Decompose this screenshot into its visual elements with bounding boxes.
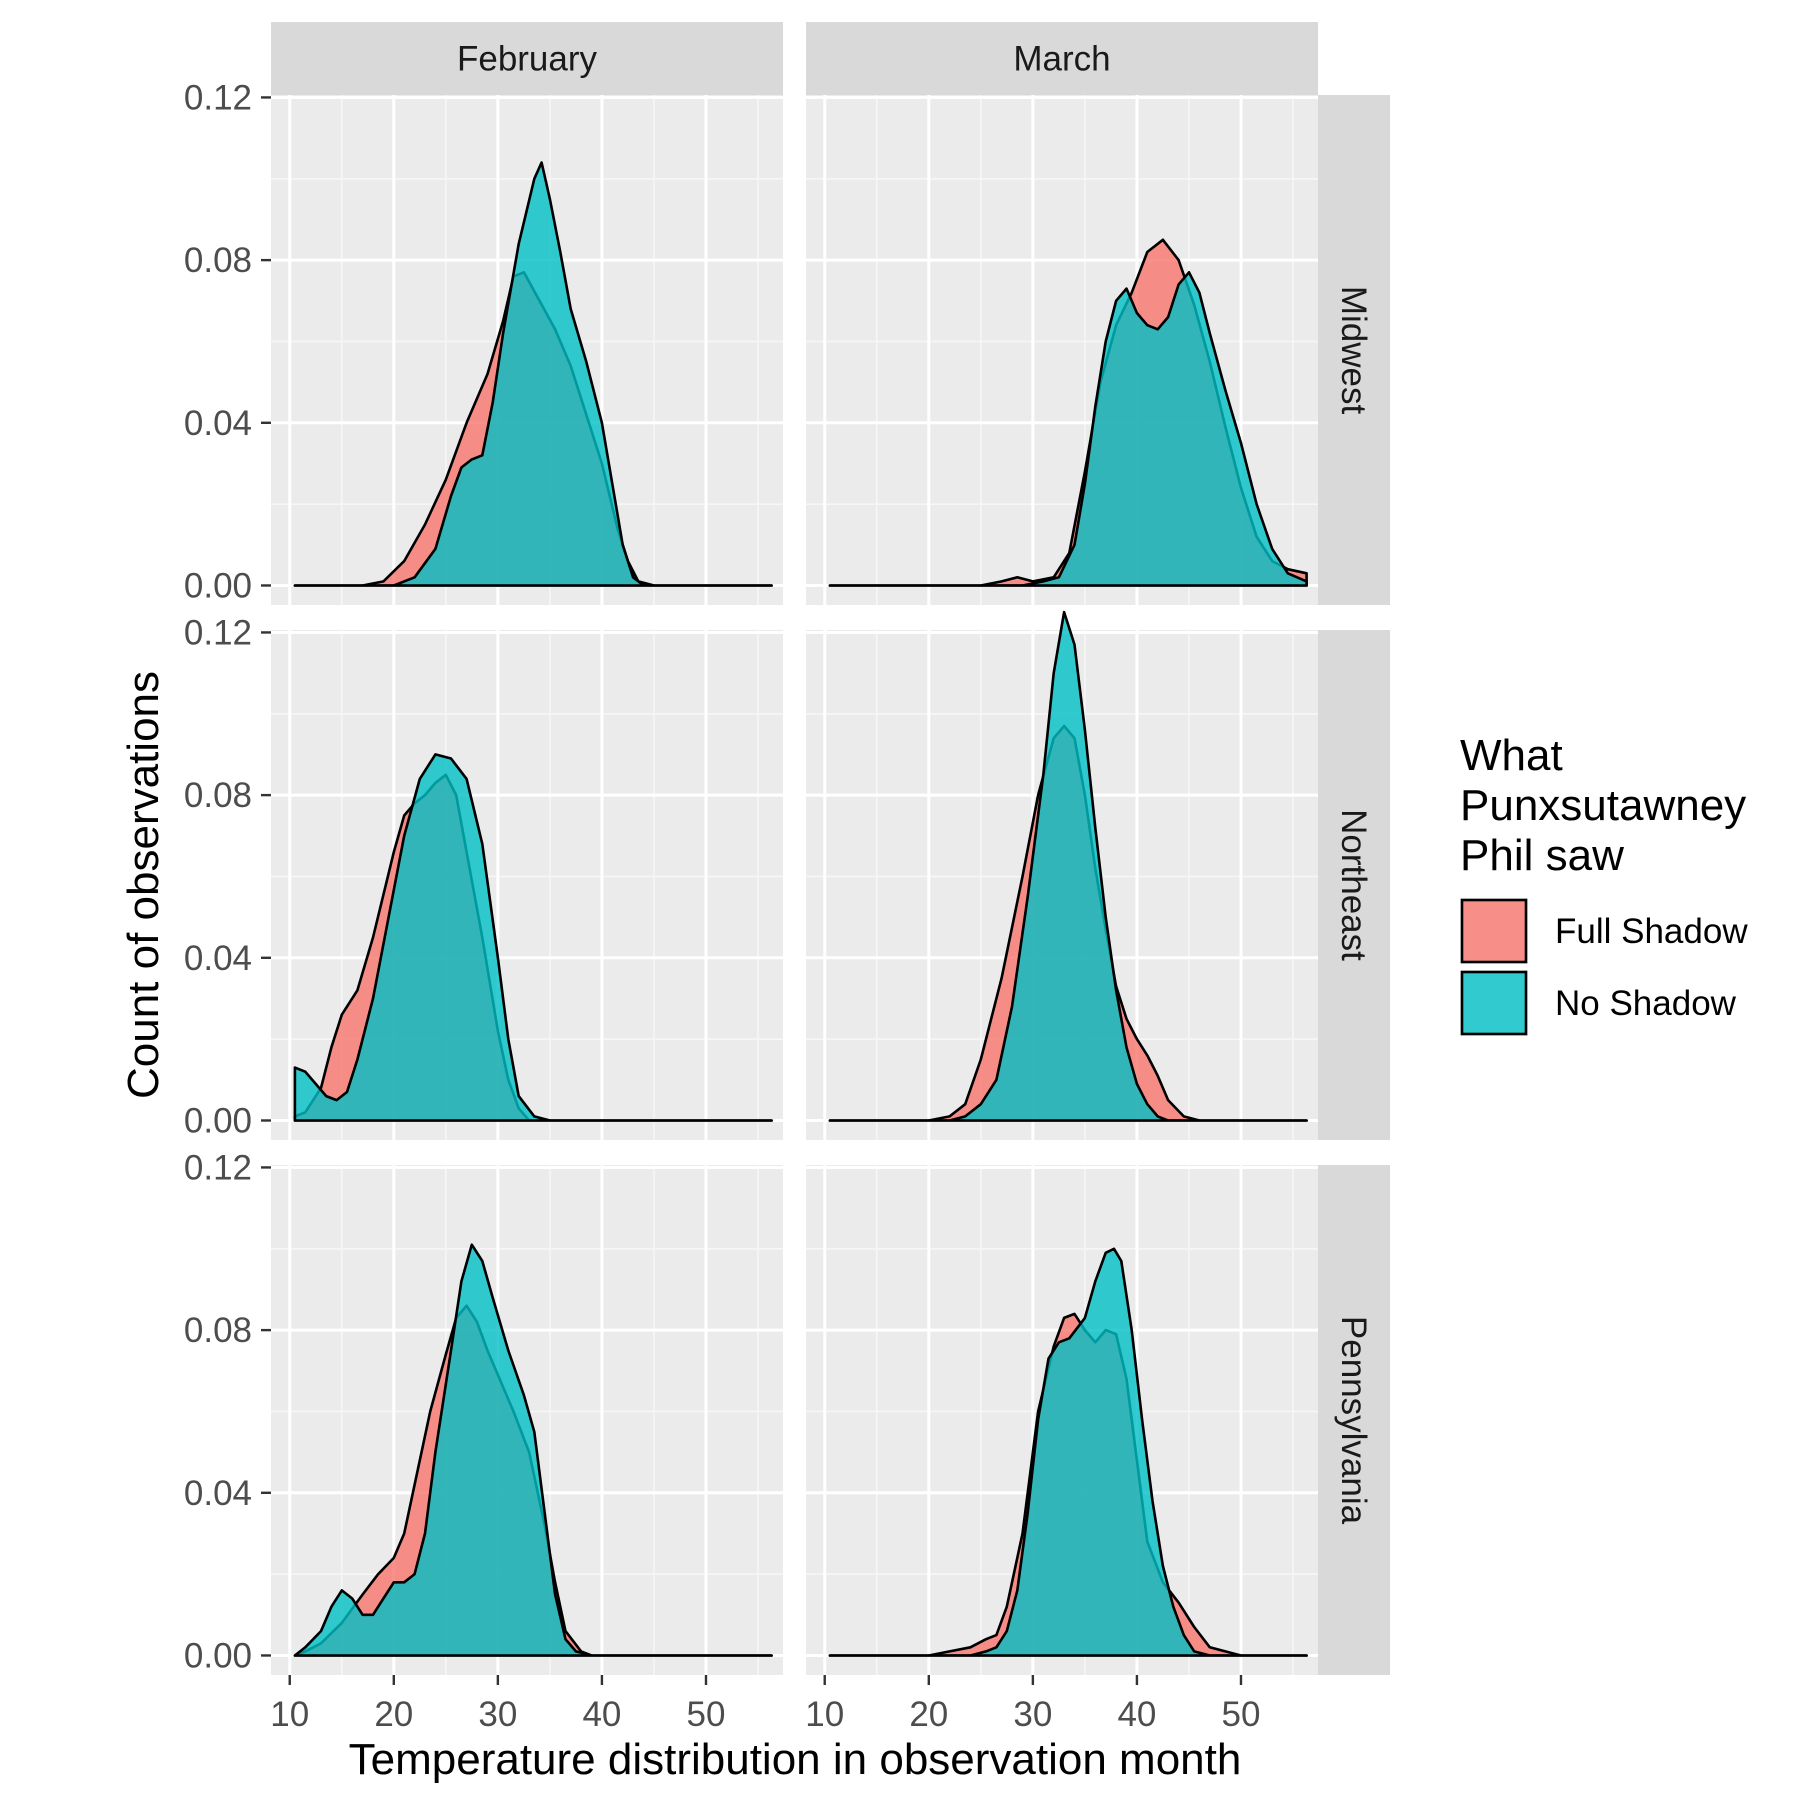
y-axis-pennsylvania: 0.00 0.04 0.08 0.12 xyxy=(184,1148,271,1675)
x-axis-february: 10 20 30 40 50 xyxy=(270,1675,725,1734)
strip-background xyxy=(1318,1165,1390,1675)
x-tick-label: 30 xyxy=(478,1695,517,1734)
legend-title-line-3: Phil saw xyxy=(1460,831,1624,880)
density-area-no-shadow-pennsylvania-february xyxy=(293,1243,773,1657)
density-group-pennsylvania-march xyxy=(828,1247,1308,1657)
density-area-no-shadow-midwest-march xyxy=(828,271,1308,587)
strip-label-northeast: Northeast xyxy=(1334,809,1373,961)
x-tick-label: 30 xyxy=(1013,1695,1052,1734)
strip-label-february: February xyxy=(457,40,598,79)
x-tick-label: 40 xyxy=(582,1695,621,1734)
strip-label-pennsylvania: Pennsylvania xyxy=(1334,1316,1373,1525)
density-group-northeast-march xyxy=(828,610,1308,1122)
strip-background xyxy=(1318,630,1390,1140)
strip-pennsylvania: Pennsylvania xyxy=(1318,1165,1390,1675)
y-tick-label: 0.12 xyxy=(184,78,252,117)
strip-march: March xyxy=(806,22,1318,95)
density-area-no-shadow-northeast-february xyxy=(293,753,773,1122)
y-tick-label: 0.08 xyxy=(184,1311,252,1350)
legend-title-line-1: What xyxy=(1460,731,1563,780)
density-area-no-shadow-pennsylvania-march xyxy=(828,1247,1308,1657)
y-axis-midwest: 0.00 0.04 0.08 0.12 xyxy=(184,78,271,605)
y-tick-label: 0.12 xyxy=(184,613,252,652)
legend-swatch-no-shadow xyxy=(1460,970,1528,1036)
strip-northeast: Northeast xyxy=(1318,630,1390,1140)
x-axis-title: Temperature distribution in observation … xyxy=(349,1735,1242,1784)
strips-layer: February March Midwest Northeast Pennsylvani… xyxy=(271,22,1390,1675)
strip-background xyxy=(271,22,783,95)
y-tick-label: 0.00 xyxy=(184,1101,252,1140)
x-tick-label: 10 xyxy=(805,1695,844,1734)
legend-label-full-shadow: Full Shadow xyxy=(1555,912,1748,951)
y-axis-title: Count of observations xyxy=(119,671,168,1099)
legend-item-no-shadow: No Shadow xyxy=(1460,970,1737,1036)
axes-layer: 0.00 0.04 0.08 0.12 0.00 0.04 0.08 0.12 0.00 0.04… xyxy=(184,78,1261,1734)
strip-label-midwest: Midwest xyxy=(1334,286,1373,415)
y-tick-label: 0.04 xyxy=(184,1474,252,1513)
x-tick-label: 50 xyxy=(687,1695,726,1734)
density-group-midwest-march xyxy=(828,238,1308,587)
x-axis-march: 10 20 30 40 50 xyxy=(805,1675,1260,1734)
density-area-no-shadow-midwest-february xyxy=(293,161,773,587)
x-tick-label: 20 xyxy=(374,1695,413,1734)
y-tick-label: 0.08 xyxy=(184,776,252,815)
density-group-midwest-february xyxy=(293,161,773,587)
strip-february: February xyxy=(271,22,783,95)
strip-midwest: Midwest xyxy=(1318,95,1390,605)
legend-item-full-shadow: Full Shadow xyxy=(1460,898,1748,964)
density-group-northeast-february xyxy=(293,753,773,1122)
y-tick-label: 0.00 xyxy=(184,566,252,605)
legend-swatch-full-shadow xyxy=(1460,898,1528,964)
legend-label-no-shadow: No Shadow xyxy=(1555,984,1737,1023)
x-tick-label: 40 xyxy=(1117,1695,1156,1734)
legend-title-line-2: Punxsutawney xyxy=(1460,781,1746,830)
legend-items: Full Shadow No Shadow xyxy=(1460,898,1748,1036)
y-tick-label: 0.00 xyxy=(184,1636,252,1675)
x-tick-label: 10 xyxy=(270,1695,309,1734)
panels-layer xyxy=(271,95,1318,1675)
legend: What Punxsutawney Phil saw Full Shadow No… xyxy=(1460,731,1748,1036)
x-tick-label: 20 xyxy=(909,1695,948,1734)
density-area-no-shadow-northeast-march xyxy=(828,610,1308,1122)
y-tick-label: 0.12 xyxy=(184,1148,252,1187)
y-tick-label: 0.04 xyxy=(184,404,252,443)
strip-background xyxy=(1318,95,1390,605)
x-tick-label: 50 xyxy=(1222,1695,1261,1734)
y-axis-northeast: 0.00 0.04 0.08 0.12 xyxy=(184,613,271,1140)
density-group-pennsylvania-february xyxy=(293,1243,773,1657)
y-tick-label: 0.04 xyxy=(184,939,252,978)
y-tick-label: 0.08 xyxy=(184,241,252,280)
strip-background xyxy=(806,22,1318,95)
strip-label-march: March xyxy=(1013,40,1110,79)
